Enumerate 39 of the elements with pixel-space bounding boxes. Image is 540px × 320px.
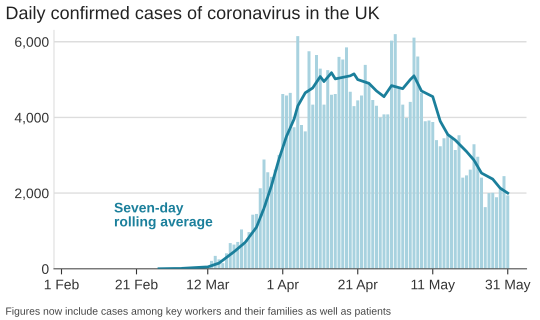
bar <box>251 214 254 269</box>
bar <box>488 193 490 269</box>
bar <box>382 114 386 269</box>
x-tick-label: 11 May <box>412 280 455 292</box>
x-tick-label: 21 Apr <box>338 280 378 292</box>
bar <box>338 56 340 269</box>
bar <box>326 70 330 269</box>
x-tick-label: 12 Mar <box>187 280 230 290</box>
bar <box>491 192 494 269</box>
text: Seven-day rolling average <box>114 202 212 230</box>
bar <box>345 47 348 269</box>
bar <box>502 176 506 269</box>
y-tick-label: 0 <box>42 264 49 274</box>
bar <box>428 120 430 269</box>
bar <box>446 134 450 269</box>
bar <box>364 64 367 269</box>
x-tick-label: 31 May <box>486 280 530 292</box>
chart-title: Daily confirmed cases of coronavirus in the UK <box>6 6 380 23</box>
y-tick-label: 2,000 <box>15 188 49 200</box>
bar <box>262 159 266 269</box>
y-tick-label: 4,000 <box>14 112 49 124</box>
bar <box>285 95 288 269</box>
bar <box>296 36 300 269</box>
bar <box>281 94 284 269</box>
x-tick-label: 21 Feb <box>116 279 158 290</box>
bar <box>472 144 476 269</box>
bar <box>450 138 453 269</box>
bar <box>308 51 310 269</box>
bar <box>458 135 460 269</box>
bar <box>412 38 416 269</box>
text: Figures now include cases among key workers and their families as well as patients <box>6 307 391 317</box>
bar <box>288 92 292 269</box>
y-tick-label: 6,000 <box>15 37 49 49</box>
bar <box>431 122 434 269</box>
bar <box>315 54 318 269</box>
x-tick-label: 1 Apr <box>268 280 299 292</box>
bar <box>394 34 397 269</box>
x-tick-label: 1 Feb <box>44 279 79 290</box>
bar <box>442 138 446 269</box>
